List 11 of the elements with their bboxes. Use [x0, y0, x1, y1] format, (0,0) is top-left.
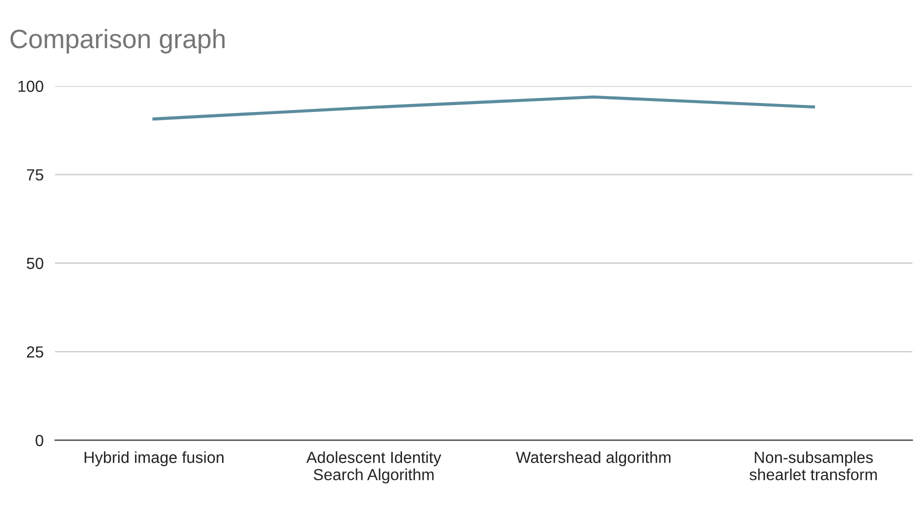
- x-tick-label: Watershead algorithm: [516, 451, 670, 466]
- y-tick-label: 50: [26, 258, 44, 270]
- chart-title: Comparison graph: [10, 28, 225, 54]
- y-tick-label: 25: [26, 346, 44, 358]
- x-tick-label: Non-subsamples shearlet transform: [750, 451, 877, 480]
- line-series: [152, 95, 816, 120]
- y-tick-label: 0: [36, 434, 44, 446]
- x-tick-label: Adolescent Identity Search Algorithm: [306, 451, 442, 484]
- y-tick-label: 100: [18, 80, 44, 92]
- y-tick-label: 75: [26, 169, 44, 181]
- x-tick-label: Hybrid image fusion: [84, 451, 224, 466]
